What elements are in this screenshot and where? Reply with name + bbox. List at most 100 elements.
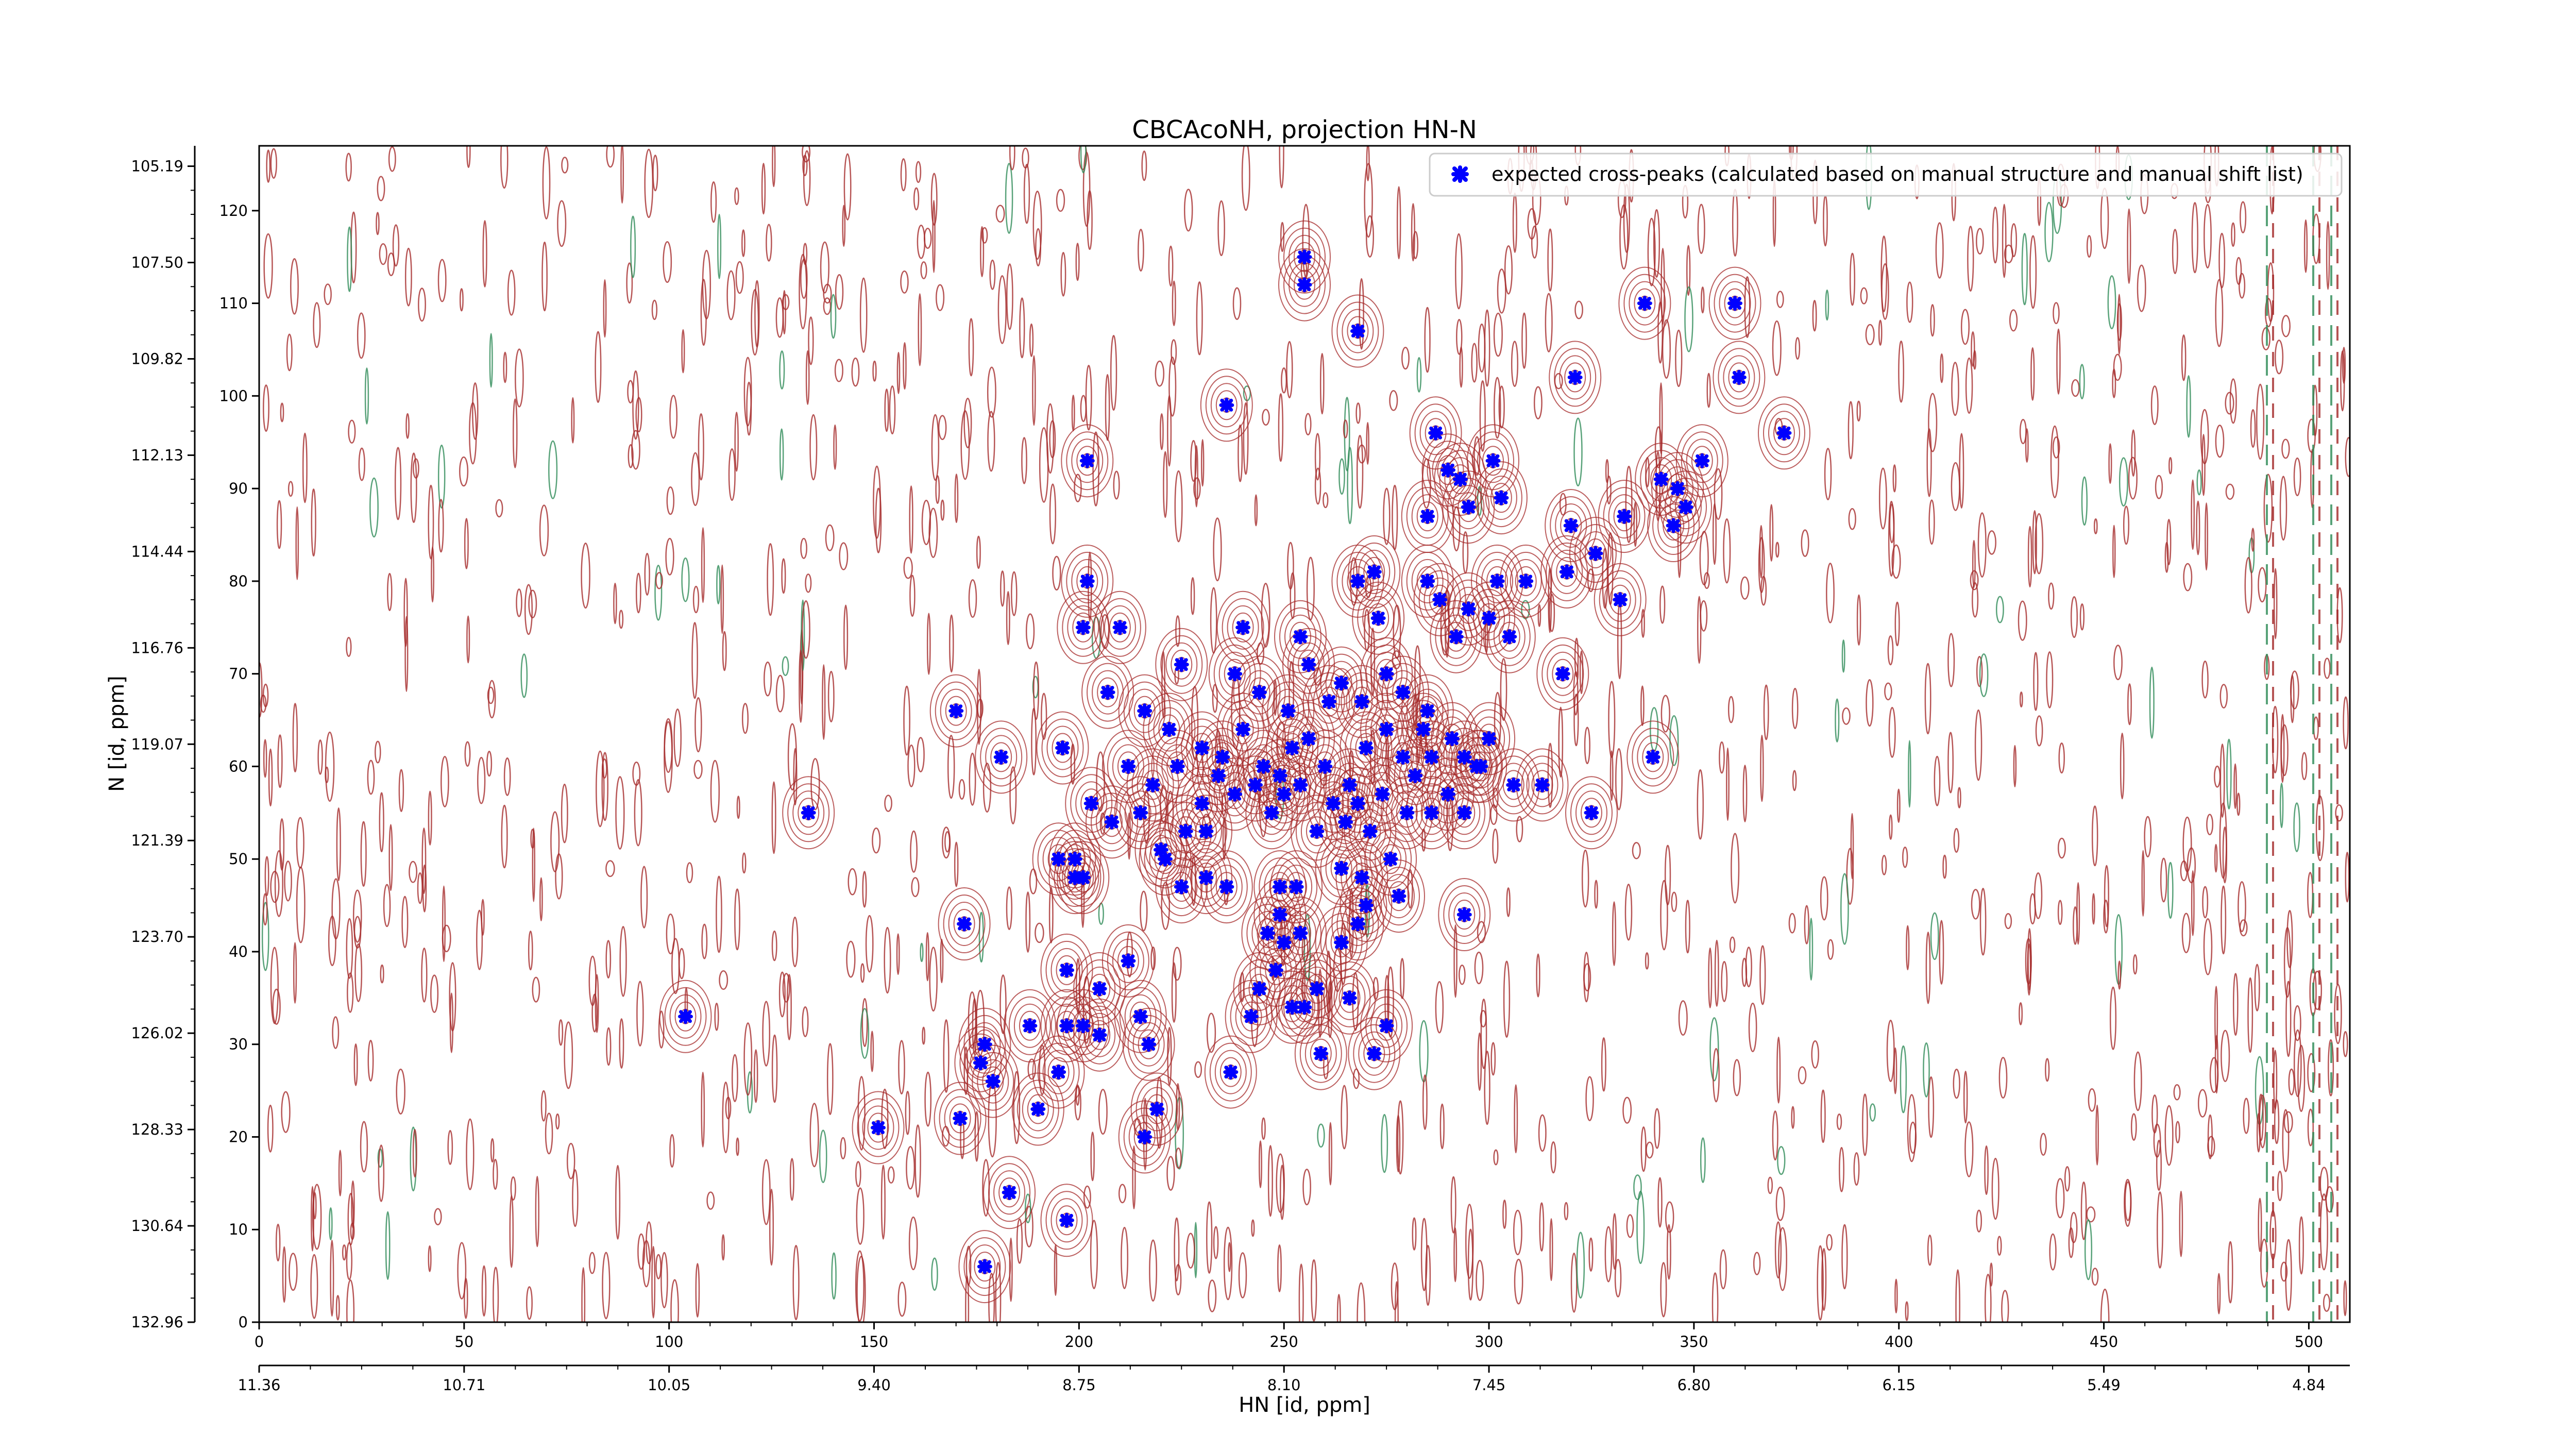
peak-contour [1531, 770, 1553, 800]
cross-peak-marker [1194, 740, 1210, 755]
peak-contour [1768, 411, 1800, 455]
peak-contour [1083, 1013, 1116, 1057]
peak-contour [1675, 492, 1697, 522]
peak-contour [1453, 798, 1476, 828]
cross-peak-marker [1358, 740, 1374, 755]
noise-contour [284, 861, 292, 902]
peak-contour [1101, 730, 1155, 803]
noise-contour [820, 241, 829, 294]
cross-peak-marker [1268, 963, 1283, 978]
noise-contour [2217, 1273, 2221, 1314]
noise-contour [541, 241, 548, 312]
noise-contour [1987, 530, 1996, 555]
noise-contour [781, 558, 786, 594]
noise-contour [1087, 190, 1093, 250]
peak-contour [1138, 1029, 1160, 1059]
noise-contour [1820, 876, 1828, 921]
noise-contour [405, 413, 410, 439]
peak-contour [1331, 294, 1384, 368]
noise-contour [275, 1223, 281, 1262]
noise-contour [2319, 1167, 2329, 1201]
cross-peak-marker [1297, 277, 1312, 293]
cross-peak-marker [1358, 898, 1374, 913]
noise-contour [2250, 409, 2256, 448]
peak-contour [1124, 994, 1157, 1039]
noise-contour [377, 176, 385, 201]
noise-contour [900, 270, 909, 294]
noise-contour [2256, 1112, 2261, 1153]
noise-contour [2236, 792, 2241, 816]
noise-contour [1493, 1149, 1499, 1166]
noise-contour [290, 258, 299, 315]
noise-contour [2057, 837, 2066, 859]
noise-contour [1714, 468, 1723, 520]
peak-contour [1036, 711, 1089, 785]
noise-contour [2168, 457, 2173, 475]
noise-contour [766, 224, 772, 262]
noise-contour [2081, 476, 2088, 526]
peak-contour [1118, 1100, 1171, 1174]
cross-peak-marker [1141, 1037, 1157, 1052]
cross-peak-glyph [1174, 657, 1189, 672]
noise-contour [2243, 1098, 2250, 1134]
cross-peak-marker [1350, 796, 1365, 811]
noise-contour [516, 588, 522, 617]
noise-contour [1416, 357, 1422, 393]
noise-contour [1173, 947, 1182, 981]
cross-peak-glyph [1198, 870, 1214, 885]
noise-contour [1960, 309, 1970, 345]
noise-contour [2201, 433, 2206, 496]
peak-contour [1160, 857, 1203, 917]
noise-contour [1817, 1245, 1824, 1321]
peak-contour [1278, 220, 1331, 294]
cross-peak-glyph [1293, 629, 1308, 645]
noise-contour [1745, 947, 1752, 988]
peak-contour [1453, 900, 1476, 930]
cross-peak-glyph [1637, 296, 1652, 311]
noise-contour [855, 1161, 861, 1187]
noise-contour [664, 721, 673, 793]
noise-contour [440, 756, 449, 807]
cross-peak-marker [1338, 814, 1353, 830]
cross-peak-marker [678, 1009, 693, 1024]
noise-contour [968, 318, 974, 377]
peak-contour [1046, 726, 1079, 770]
peak-contour [1248, 677, 1270, 707]
cross-peak-marker [1055, 740, 1070, 755]
noise-contour [2221, 1030, 2230, 1082]
cross-peak-marker [1264, 805, 1279, 820]
noise-contour [833, 424, 837, 470]
peak-contour [1430, 600, 1483, 673]
cross-peak-glyph [1002, 1185, 1017, 1200]
peak-contour [1190, 855, 1222, 900]
noise-contour [848, 868, 857, 896]
noise-contour [1795, 337, 1801, 360]
noise-contour [1839, 1146, 1844, 1192]
x-ppm-tick-label: 6.80 [1677, 1376, 1711, 1394]
noise-contour [1098, 1089, 1108, 1135]
noise-contour [2156, 1139, 2162, 1191]
noise-contour [1678, 1000, 1688, 1036]
peak-contour [1279, 607, 1321, 666]
noise-contour [2187, 847, 2196, 884]
noise-contour [2285, 1239, 2292, 1311]
cross-peak-marker [1079, 453, 1095, 468]
cross-peak-glyph [1154, 842, 1168, 857]
noise-contour [1052, 555, 1061, 591]
noise-contour [2127, 208, 2131, 284]
noise-contour [913, 187, 920, 211]
noise-contour [2073, 906, 2078, 945]
noise-contour [1964, 1121, 1974, 1177]
cross-peak-glyph [1112, 620, 1128, 635]
peak-contour [1239, 763, 1272, 807]
noise-contour [571, 397, 575, 444]
peak-contour [1096, 800, 1128, 845]
peak-contour [1564, 362, 1586, 393]
cross-peak-marker [1293, 925, 1308, 941]
cross-peak-glyph [1174, 879, 1189, 895]
peak-contour [1284, 911, 1316, 955]
noise-contour [1848, 401, 1854, 460]
noise-contour [528, 589, 537, 618]
cross-peak-glyph [1420, 509, 1435, 524]
cross-peak-marker [1112, 620, 1128, 635]
